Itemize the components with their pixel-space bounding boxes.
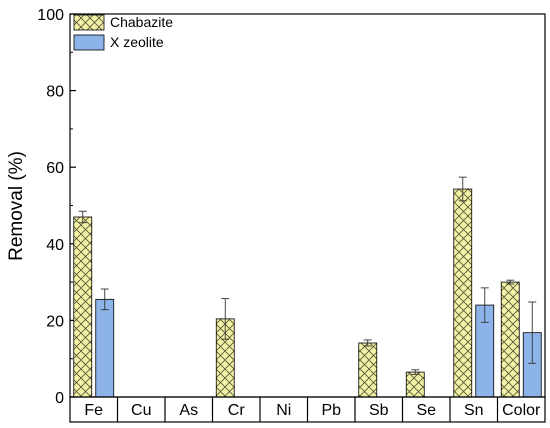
bar-x-zeolite-fe [95,298,115,398]
y-tick-label-60: 60 [46,160,64,177]
y-tick-label-20: 20 [46,313,64,330]
category-label-pb: Pb [321,402,341,419]
category-label-sb: Sb [369,402,389,419]
legend-label-x-zeolite: X zeolite [110,34,164,50]
y-tick-label-80: 80 [46,84,64,101]
category-label-fe: Fe [84,402,103,419]
legend-swatch-chabazite [73,14,105,31]
bar-chabazite-fe [73,216,93,398]
y-tick-label-40: 40 [46,237,64,254]
category-label-cu: Cu [131,402,151,419]
category-label-ni: Ni [276,402,291,419]
error-bars [78,176,537,375]
bar-chabazite-sb [358,342,378,398]
bar-chabazite-se [405,371,425,398]
category-label-cr: Cr [228,402,246,419]
category-label-as: As [179,402,198,419]
legend-swatch-x-zeolite [73,34,105,51]
y-axis-title: Removal (%) [6,151,27,261]
legend: Chabazite X zeolite [73,14,173,51]
y-tick-label-100: 100 [37,7,64,24]
category-label-color: Color [502,402,541,419]
plot-frame [69,13,546,398]
bars [73,188,542,398]
legend-label-chabazite: Chabazite [110,14,173,30]
y-ticks: 0 20 40 60 80 100 [37,7,76,407]
category-label-se: Se [416,402,436,419]
category-label-sn: Sn [464,402,484,419]
category-labels: Fe Cu As Cr Ni Pb Sb Se Sn Color [84,402,541,419]
y-tick-label-0: 0 [55,390,64,407]
bar-chabazite-color [500,281,520,398]
category-axis-box [69,396,546,423]
bar-chabazite-sn [453,188,473,398]
